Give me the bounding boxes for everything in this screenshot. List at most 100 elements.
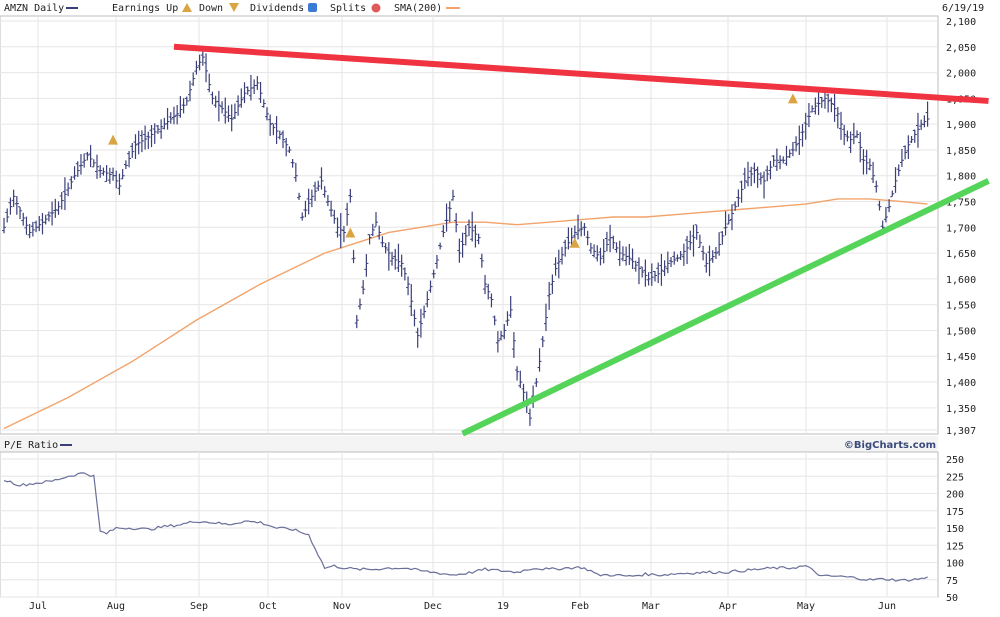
price-bar <box>511 332 516 358</box>
price-y-tick: 1,400 <box>946 378 976 389</box>
price-bar <box>790 142 795 157</box>
price-bar <box>515 366 520 381</box>
price-grid <box>0 16 938 434</box>
price-bar <box>306 188 311 215</box>
price-bar <box>204 53 209 83</box>
price-y-tick: 1,350 <box>946 404 976 415</box>
price-bar <box>444 203 449 232</box>
price-bar <box>560 246 564 265</box>
price-bar <box>329 200 334 217</box>
price-bar <box>441 224 446 238</box>
price-bar <box>255 76 260 90</box>
price-bar <box>127 150 132 168</box>
price-bar <box>627 243 632 265</box>
price-bar <box>354 315 359 329</box>
price-y-tick: 1,650 <box>946 249 976 260</box>
price-bar <box>729 204 734 231</box>
price-bar <box>428 280 433 293</box>
price-bar <box>11 189 16 207</box>
price-bar <box>909 136 914 144</box>
price-bar <box>21 212 26 226</box>
price-y-tick: 1,900 <box>946 120 976 131</box>
earnings-down-icon <box>229 3 239 12</box>
price-bar <box>604 231 609 252</box>
price-bar <box>223 97 228 124</box>
price-bar <box>370 223 375 237</box>
price-bar <box>915 112 920 148</box>
price-bar <box>630 248 635 269</box>
price-bar <box>136 130 141 155</box>
price-bar <box>669 257 674 268</box>
price-bar <box>704 253 709 273</box>
price-bar <box>563 239 568 257</box>
price-bar <box>24 216 29 235</box>
price-bar <box>220 101 225 114</box>
x-tick-label: Feb <box>571 601 589 612</box>
price-bar <box>418 308 423 338</box>
price-bar <box>364 254 369 277</box>
price-bar <box>508 295 513 318</box>
price-bar <box>685 235 690 265</box>
price-y-axis: 2,1002,0502,0001,9501,9001,8501,8001,750… <box>946 17 976 437</box>
price-bar <box>396 243 401 272</box>
price-bar <box>543 303 548 332</box>
price-bar <box>851 122 856 145</box>
price-bar <box>114 170 119 189</box>
price-bar <box>271 122 276 136</box>
price-bar <box>415 327 420 348</box>
price-bar <box>402 267 407 281</box>
price-bar <box>66 182 71 197</box>
price-bar <box>810 105 815 113</box>
price-bar <box>290 158 295 168</box>
price-bar <box>120 169 125 180</box>
price-bar <box>816 90 821 116</box>
price-bar <box>636 257 641 285</box>
price-bar <box>390 251 395 266</box>
price-bar <box>367 234 372 245</box>
price-bar <box>184 96 189 106</box>
price-bar <box>107 167 112 184</box>
price-bar <box>659 253 664 286</box>
price-bar <box>556 249 561 279</box>
price-bar <box>819 96 824 108</box>
price-bar <box>871 161 876 183</box>
price-bar <box>845 130 850 142</box>
price-bar <box>104 165 109 183</box>
price-bar <box>386 242 391 271</box>
price-bar <box>787 149 792 158</box>
price-bar <box>746 161 750 187</box>
price-bar <box>72 166 77 180</box>
price-bar <box>527 408 532 426</box>
price-bar <box>912 129 917 143</box>
price-bar <box>694 224 699 240</box>
price-bar <box>835 106 840 129</box>
price-bar <box>576 214 581 240</box>
price-bar <box>383 243 388 254</box>
price-bar <box>175 105 180 125</box>
x-tick-label: 19 <box>497 601 509 612</box>
price-bar <box>505 311 510 326</box>
price-y-tick: 2,100 <box>946 17 976 28</box>
price-bar <box>357 298 362 310</box>
price-bar <box>774 148 779 171</box>
splits-icon <box>371 3 381 13</box>
price-bar <box>598 247 603 266</box>
x-tick-label: Apr <box>719 601 737 612</box>
price-bar <box>495 331 500 353</box>
splits-label: Splits <box>330 3 366 14</box>
price-bar <box>236 95 241 116</box>
price-bar <box>588 242 593 254</box>
price-bar <box>855 130 860 139</box>
price-bar <box>30 221 35 237</box>
price-bar <box>697 234 702 248</box>
price-bar <box>348 188 353 203</box>
price-bar <box>601 238 606 264</box>
price-bar <box>662 260 667 277</box>
price-bar <box>595 245 600 262</box>
x-tick-label: Dec <box>424 601 442 612</box>
price-bar <box>450 189 455 201</box>
price-y-tick: 2,000 <box>946 69 976 80</box>
pe-grid <box>0 452 938 598</box>
